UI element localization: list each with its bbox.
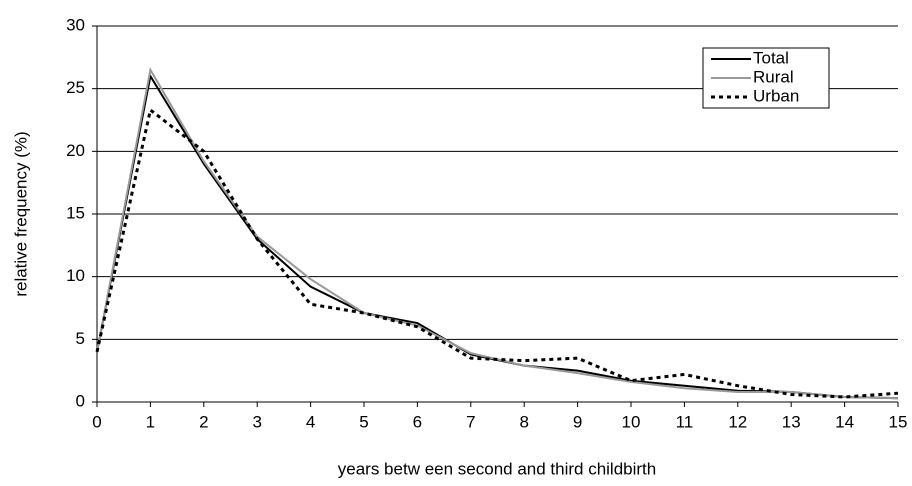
y-tick-label: 5 [76,329,85,348]
x-tick-label: 0 [92,412,101,431]
x-tick-label: 4 [306,412,315,431]
x-axis-title: years betw een second and third childbir… [338,459,656,478]
x-tick-label: 13 [782,412,801,431]
legend-label: Total [753,48,789,67]
y-tick-label: 20 [66,141,85,160]
x-tick-label: 10 [622,412,641,431]
x-tick-label: 14 [835,412,854,431]
x-tick-label: 11 [676,412,694,431]
series-line [95,107,899,399]
legend-label: Rural [753,67,794,86]
y-tick-label: 30 [66,15,85,34]
x-tick-label: 5 [359,412,368,431]
legend-label: Urban [753,86,799,105]
y-tick-label: 0 [76,391,85,410]
y-axis-title: relative frequency (%) [11,131,30,296]
x-tick-label: 2 [199,412,208,431]
x-tick-label: 9 [573,412,582,431]
series-line [96,73,899,400]
x-tick-label: 6 [413,412,422,431]
x-tick-label: 15 [889,412,908,431]
x-tick-label: 12 [728,412,747,431]
x-tick-label: 1 [146,412,155,431]
y-tick-label: 25 [66,78,85,97]
y-tick-label: 10 [66,266,85,285]
x-tick-label: 3 [252,412,261,431]
x-tick-label: 7 [466,412,475,431]
y-tick-label: 15 [66,203,85,222]
x-tick-label: 8 [519,412,528,431]
series-line [96,67,899,400]
